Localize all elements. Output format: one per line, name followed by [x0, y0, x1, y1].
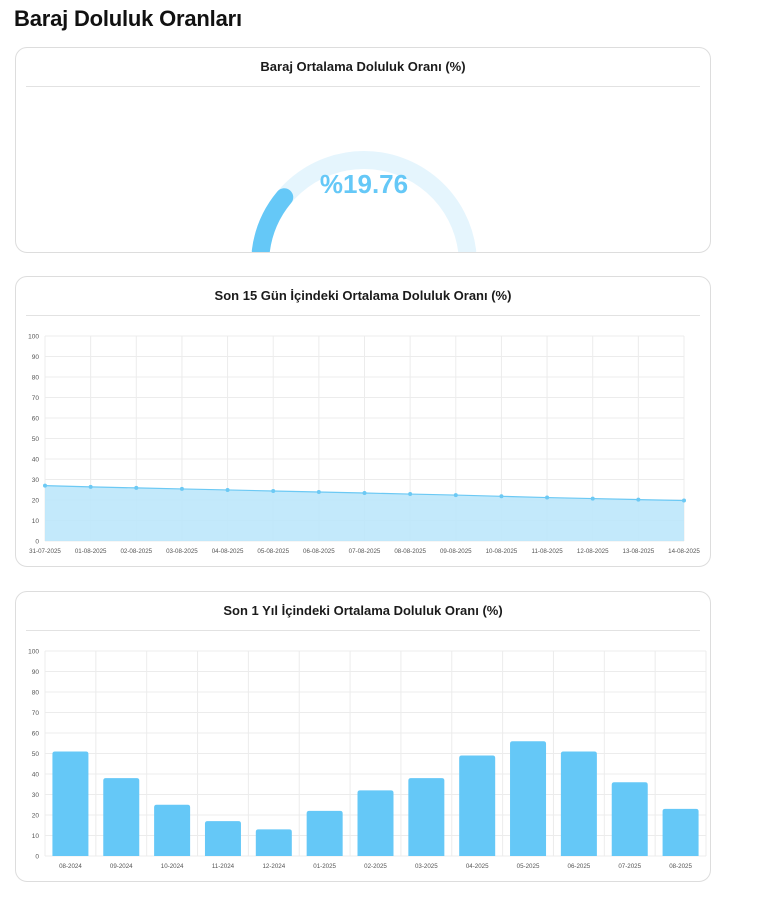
monthly-bar	[357, 790, 394, 856]
bar-x-tick-label: 11-2024	[212, 863, 235, 870]
daily-data-point	[408, 492, 413, 497]
daily-data-point	[499, 494, 504, 499]
gauge-card-title: Baraj Ortalama Doluluk Oranı (%)	[26, 48, 700, 87]
bar-y-tick-label: 90	[32, 669, 40, 676]
monthly-bar-chart: 0 10 20 30 40 50 60 70 80 90 100 08-2024 09-2024 10-…	[28, 649, 707, 870]
monthly-chart-title: Son 1 Yıl İçindeki Ortalama Doluluk Oran…	[26, 592, 700, 631]
monthly-series-bars	[52, 741, 699, 856]
line-y-tick-label: 50	[32, 436, 40, 443]
daily-data-point	[590, 496, 595, 501]
line-x-tick-label: 13-08-2025	[623, 548, 655, 555]
daily-chart-y-axis: 0 10 20 30 40 50 60 70 80 90 100	[28, 334, 39, 546]
line-x-tick-label: 11-08-2025	[531, 548, 563, 555]
bar-x-tick-label: 03-2025	[415, 863, 438, 870]
monthly-bar	[306, 810, 343, 856]
daily-data-point	[453, 493, 458, 498]
line-x-tick-label: 09-08-2025	[440, 548, 472, 555]
bar-y-tick-label: 40	[32, 772, 40, 779]
bar-y-tick-label: 10	[32, 833, 40, 840]
line-y-tick-label: 80	[32, 375, 40, 382]
line-x-tick-label: 05-08-2025	[257, 548, 289, 555]
bar-x-tick-label: 01-2025	[313, 863, 336, 870]
gauge-chart: %19.76	[251, 151, 477, 252]
line-x-tick-label: 31-07-2025	[29, 548, 61, 555]
line-y-tick-label: 20	[32, 498, 40, 505]
monthly-bar	[459, 755, 496, 856]
daily-data-point	[179, 486, 184, 491]
bar-x-tick-label: 06-2025	[568, 863, 591, 870]
line-x-tick-label: 02-08-2025	[120, 548, 152, 555]
monthly-chart-y-axis: 0 10 20 30 40 50 60 70 80 90 100	[28, 649, 39, 861]
bar-y-tick-label: 50	[32, 751, 40, 758]
bar-x-tick-label: 08-2025	[669, 863, 692, 870]
monthly-bar	[204, 821, 241, 856]
monthly-bar	[255, 829, 292, 856]
daily-data-point	[636, 497, 641, 502]
bar-y-tick-label: 30	[32, 792, 40, 799]
bar-x-tick-label: 07-2025	[618, 863, 641, 870]
daily-series-points	[43, 483, 686, 503]
monthly-bar	[408, 778, 445, 856]
monthly-bar	[154, 804, 191, 856]
line-x-tick-label: 12-08-2025	[577, 548, 609, 555]
line-y-tick-label: 40	[32, 457, 40, 464]
daily-data-point	[43, 483, 47, 488]
daily-data-point	[271, 488, 276, 493]
gauge-value: %19.76	[320, 169, 408, 199]
bar-x-tick-label: 04-2025	[466, 863, 489, 870]
monthly-bar	[560, 751, 597, 856]
line-x-tick-label: 03-08-2025	[166, 548, 198, 555]
bar-y-tick-label: 80	[32, 690, 40, 697]
bar-y-tick-label: 20	[32, 813, 40, 820]
bar-x-tick-label: 12-2024	[262, 863, 285, 870]
line-x-tick-label: 04-08-2025	[212, 548, 244, 555]
daily-data-point	[362, 491, 367, 496]
bar-y-tick-label: 70	[32, 710, 40, 717]
monthly-bar	[510, 741, 547, 856]
line-y-tick-label: 0	[35, 539, 39, 546]
daily-data-point	[545, 495, 550, 500]
daily-data-point	[88, 484, 93, 489]
line-x-tick-label: 14-08-2025	[668, 548, 700, 555]
monthly-bar	[662, 808, 699, 856]
line-y-tick-label: 70	[32, 395, 40, 402]
daily-data-point	[316, 490, 321, 495]
line-y-tick-label: 30	[32, 477, 40, 484]
bar-x-tick-label: 10-2024	[161, 863, 184, 870]
line-x-tick-label: 08-08-2025	[394, 548, 426, 555]
bar-x-tick-label: 02-2025	[364, 863, 387, 870]
monthly-bar	[611, 782, 648, 856]
line-x-tick-label: 10-08-2025	[486, 548, 518, 555]
daily-data-point	[682, 498, 686, 503]
daily-chart-card: Son 15 Gün İçindeki Ortalama Doluluk Ora…	[15, 276, 711, 567]
line-y-tick-label: 60	[32, 416, 40, 423]
daily-data-point	[134, 485, 139, 490]
monthly-bar	[103, 778, 140, 856]
line-x-tick-label: 07-08-2025	[349, 548, 381, 555]
daily-chart-x-axis: 31-07-2025 01-08-2025 02-08-2025 03-08-2025…	[29, 548, 700, 555]
monthly-bar	[52, 751, 89, 856]
bar-y-tick-label: 0	[35, 854, 39, 861]
monthly-chart-x-axis: 08-2024 09-2024 10-2024 11-2024 12-2024 01-20…	[59, 863, 692, 870]
bar-x-tick-label: 09-2024	[110, 863, 133, 870]
daily-data-point	[225, 487, 230, 492]
line-y-tick-label: 90	[32, 354, 40, 361]
gauge-card: Baraj Ortalama Doluluk Oranı (%) %19.76	[15, 47, 711, 253]
bar-x-tick-label: 05-2025	[517, 863, 540, 870]
gauge-fill	[251, 188, 294, 252]
bar-y-tick-label: 60	[32, 731, 40, 738]
bar-y-tick-label: 100	[28, 649, 39, 656]
page-title: Baraj Doluluk Oranları	[14, 6, 242, 31]
line-x-tick-label: 06-08-2025	[303, 548, 335, 555]
line-x-tick-label: 01-08-2025	[75, 548, 107, 555]
daily-series-area	[45, 485, 684, 541]
daily-area-chart: 0 10 20 30 40 50 60 70 80 90 100 31-07-2025 01-08-2…	[28, 334, 700, 556]
line-y-tick-label: 10	[32, 518, 40, 525]
bar-x-tick-label: 08-2024	[59, 863, 82, 870]
line-y-tick-label: 100	[28, 334, 39, 341]
monthly-chart-card: Son 1 Yıl İçindeki Ortalama Doluluk Oran…	[15, 591, 711, 882]
daily-chart-title: Son 15 Gün İçindeki Ortalama Doluluk Ora…	[26, 277, 700, 316]
